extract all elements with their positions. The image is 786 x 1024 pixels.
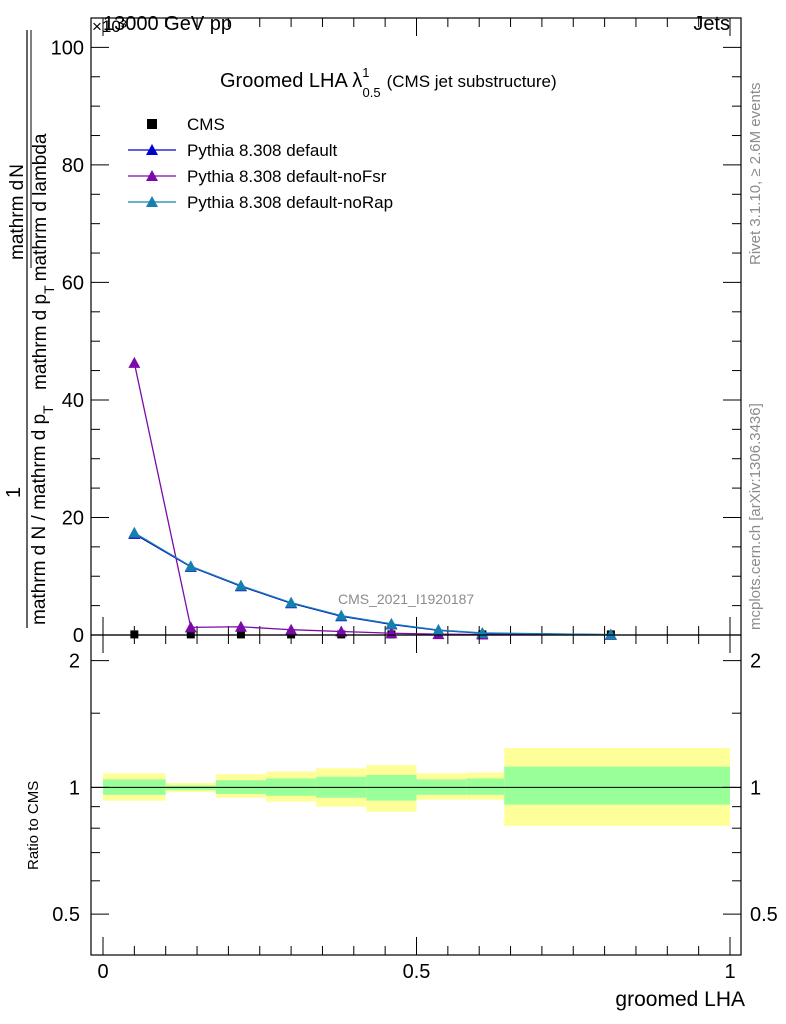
y-label-num: mathrm d — [7, 180, 28, 260]
main-y-tick-label: 40 — [62, 390, 84, 412]
ratio-stat-band-bin — [466, 778, 505, 795]
legend-square-marker — [147, 119, 157, 129]
main-title-sup: 1 — [362, 65, 369, 80]
y-label-frac2-den2: mathrm d lambda — [30, 133, 51, 281]
ratio-y-tick-label: 2 — [69, 651, 80, 673]
main-title-sub: 0.5 — [363, 85, 381, 100]
ratio-x-tick-label: 0 — [97, 961, 108, 983]
triangle-marker — [335, 625, 348, 637]
main-y-axis-label: 1 mathrm d N / mathrm d pT mathrm dN mat… — [3, 30, 57, 628]
y-exponent-label: ×10³ — [92, 17, 127, 36]
ratio-y-axis-label: Ratio to CMS — [25, 781, 42, 870]
main-x-ticks — [102, 18, 731, 635]
ratio-y-ticks: 0.5 0.5 1 1 2 2 — [52, 651, 778, 927]
main-title-note: (CMS jet substructure) — [387, 72, 557, 91]
y-label-one: 1 — [3, 487, 25, 498]
triangle-marker — [128, 526, 141, 538]
y-label-inner-denominator: mathrm d pTmathrm d lambda — [30, 133, 57, 390]
rivet-version-label: Rivet 3.1.10, ≥ 2.6M events — [747, 83, 764, 266]
triangle-marker — [432, 624, 445, 636]
ratio-y-tick-label-right: 1 — [750, 777, 761, 799]
main-title: Groomed LHA λ1 0.5 (CMS jet substructure) — [220, 65, 557, 100]
y-label-den-sub: T — [40, 405, 56, 414]
triangle-marker — [146, 144, 158, 155]
ratio-x-tick-label: 0.5 — [403, 961, 431, 983]
y-label-num2: N — [7, 164, 28, 178]
main-y-tick-label: 60 — [62, 272, 84, 294]
triangle-marker — [385, 617, 398, 629]
series-line — [134, 532, 611, 636]
mcplots-label: mcplots.cern.ch [arXiv:1306.3436] — [747, 403, 764, 630]
triangle-marker — [146, 170, 158, 181]
triangle-marker — [184, 621, 197, 633]
triangle-marker — [604, 628, 617, 640]
ratio-y-tick-label-right: 2 — [750, 651, 761, 673]
legend-entry-label: Pythia 8.308 default-noFsr — [187, 167, 387, 186]
ratio-x-ticks: 0 0.5 1 — [97, 635, 736, 983]
ratio-stat-band-bin — [504, 766, 730, 805]
main-y-tick-label: 0 — [73, 625, 84, 647]
legend: CMS Pythia 8.308 default Pythia 8.308 defa… — [128, 115, 393, 212]
main-y-tick-label: 80 — [62, 155, 84, 177]
main-plot-frame — [90, 17, 742, 636]
ratio-y-tick-label: 0.5 — [52, 904, 80, 926]
y-label-frac2-den: mathrm d p — [30, 294, 51, 390]
triangle-marker — [146, 196, 158, 207]
triangle-marker — [285, 623, 298, 635]
main-y-tick-label: 100 — [51, 37, 84, 59]
y-label-frac2-den-sub: T — [41, 285, 57, 294]
triangle-marker — [335, 609, 348, 621]
legend-entry-label: Pythia 8.308 default — [187, 141, 338, 160]
ratio-y-tick-label-right: 0.5 — [750, 904, 778, 926]
ratio-x-tick-label: 1 — [724, 961, 735, 983]
series-line — [134, 533, 611, 636]
triangle-marker — [285, 596, 298, 608]
legend-entry-label: Pythia 8.308 default-noRap — [187, 193, 393, 212]
triangle-marker — [184, 560, 197, 572]
analysis-watermark: CMS_2021_I1920187 — [338, 591, 474, 607]
triangle-marker — [234, 579, 247, 591]
main-title-text: Groomed LHA λ — [220, 70, 362, 92]
triangle-marker — [128, 356, 141, 368]
y-label-denominator: mathrm d N / mathrm d pT — [29, 405, 56, 625]
series-1 — [128, 527, 617, 640]
main-y-ticks: 0 20 40 60 80 100 — [51, 17, 741, 647]
y-label-numerator: mathrm d N — [7, 164, 28, 260]
ratio-y-tick-label: 1 — [69, 777, 80, 799]
main-y-tick-label: 20 — [62, 507, 84, 529]
y-label-den-main: mathrm d N / mathrm d p — [29, 414, 50, 625]
triangle-marker — [234, 620, 247, 632]
x-axis-label: groomed LHA — [615, 988, 745, 1011]
legend-entry-label: CMS — [187, 115, 225, 134]
series-3 — [128, 526, 617, 640]
